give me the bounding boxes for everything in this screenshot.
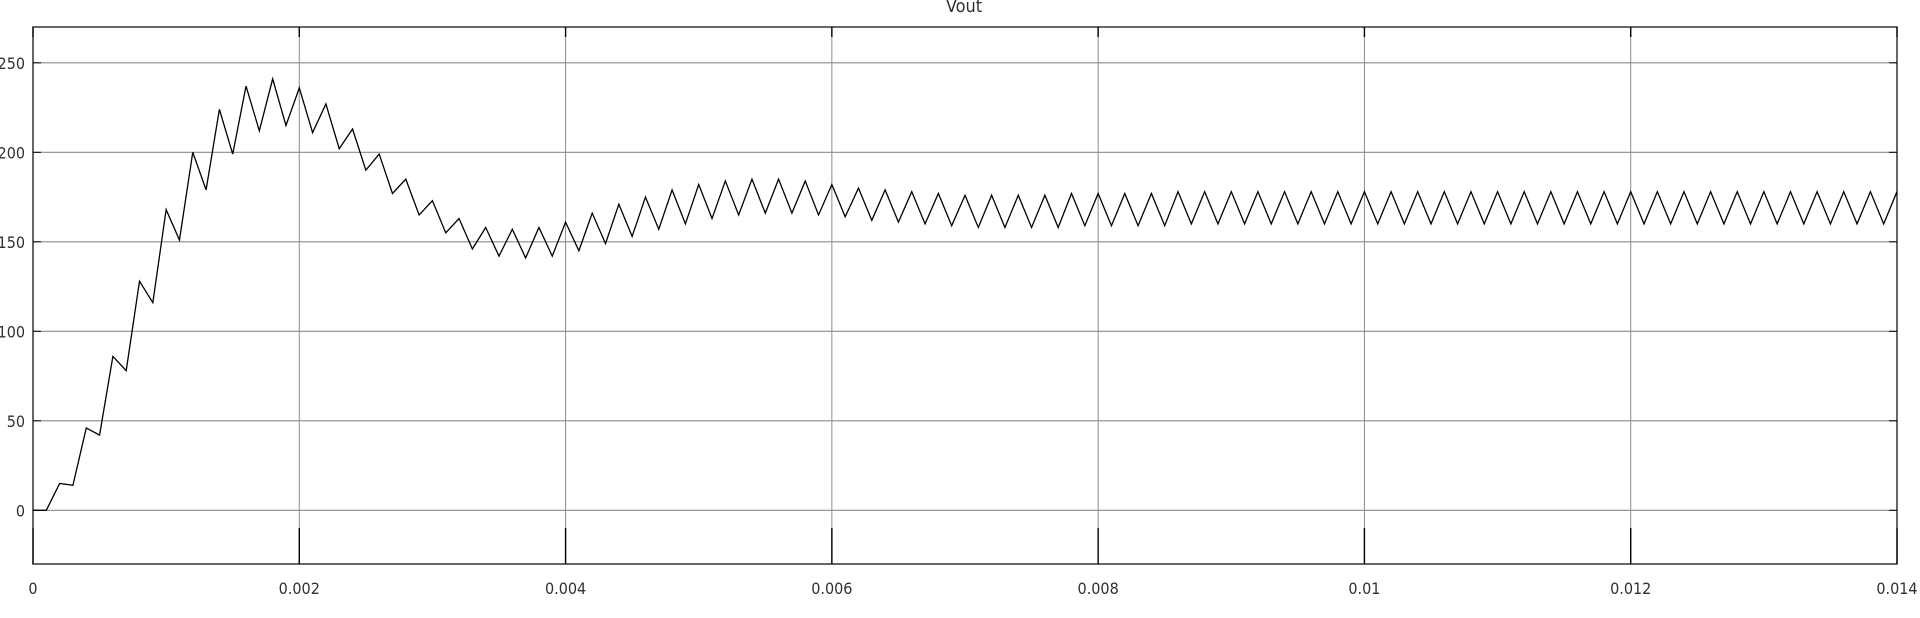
x-tick-label: 0 [28, 579, 37, 598]
y-tick-label: 250 [0, 54, 25, 73]
y-tick-label: 0 [16, 501, 25, 520]
x-tick-label: 0.002 [279, 579, 320, 598]
x-tick-label: 0.008 [1078, 579, 1119, 598]
x-tick-label: 0.012 [1610, 579, 1651, 598]
y-tick-label: 200 [0, 143, 25, 162]
y-tick-label: 100 [0, 322, 25, 341]
y-tick-label: 150 [0, 233, 25, 252]
y-tick-label: 50 [7, 412, 25, 431]
x-tick-label: 0.004 [545, 579, 586, 598]
x-tick-label: 0.006 [811, 579, 852, 598]
x-tick-label: 0.01 [1348, 579, 1380, 598]
x-tick-label: 0.014 [1876, 579, 1917, 598]
chart-title: Vout [946, 0, 982, 17]
